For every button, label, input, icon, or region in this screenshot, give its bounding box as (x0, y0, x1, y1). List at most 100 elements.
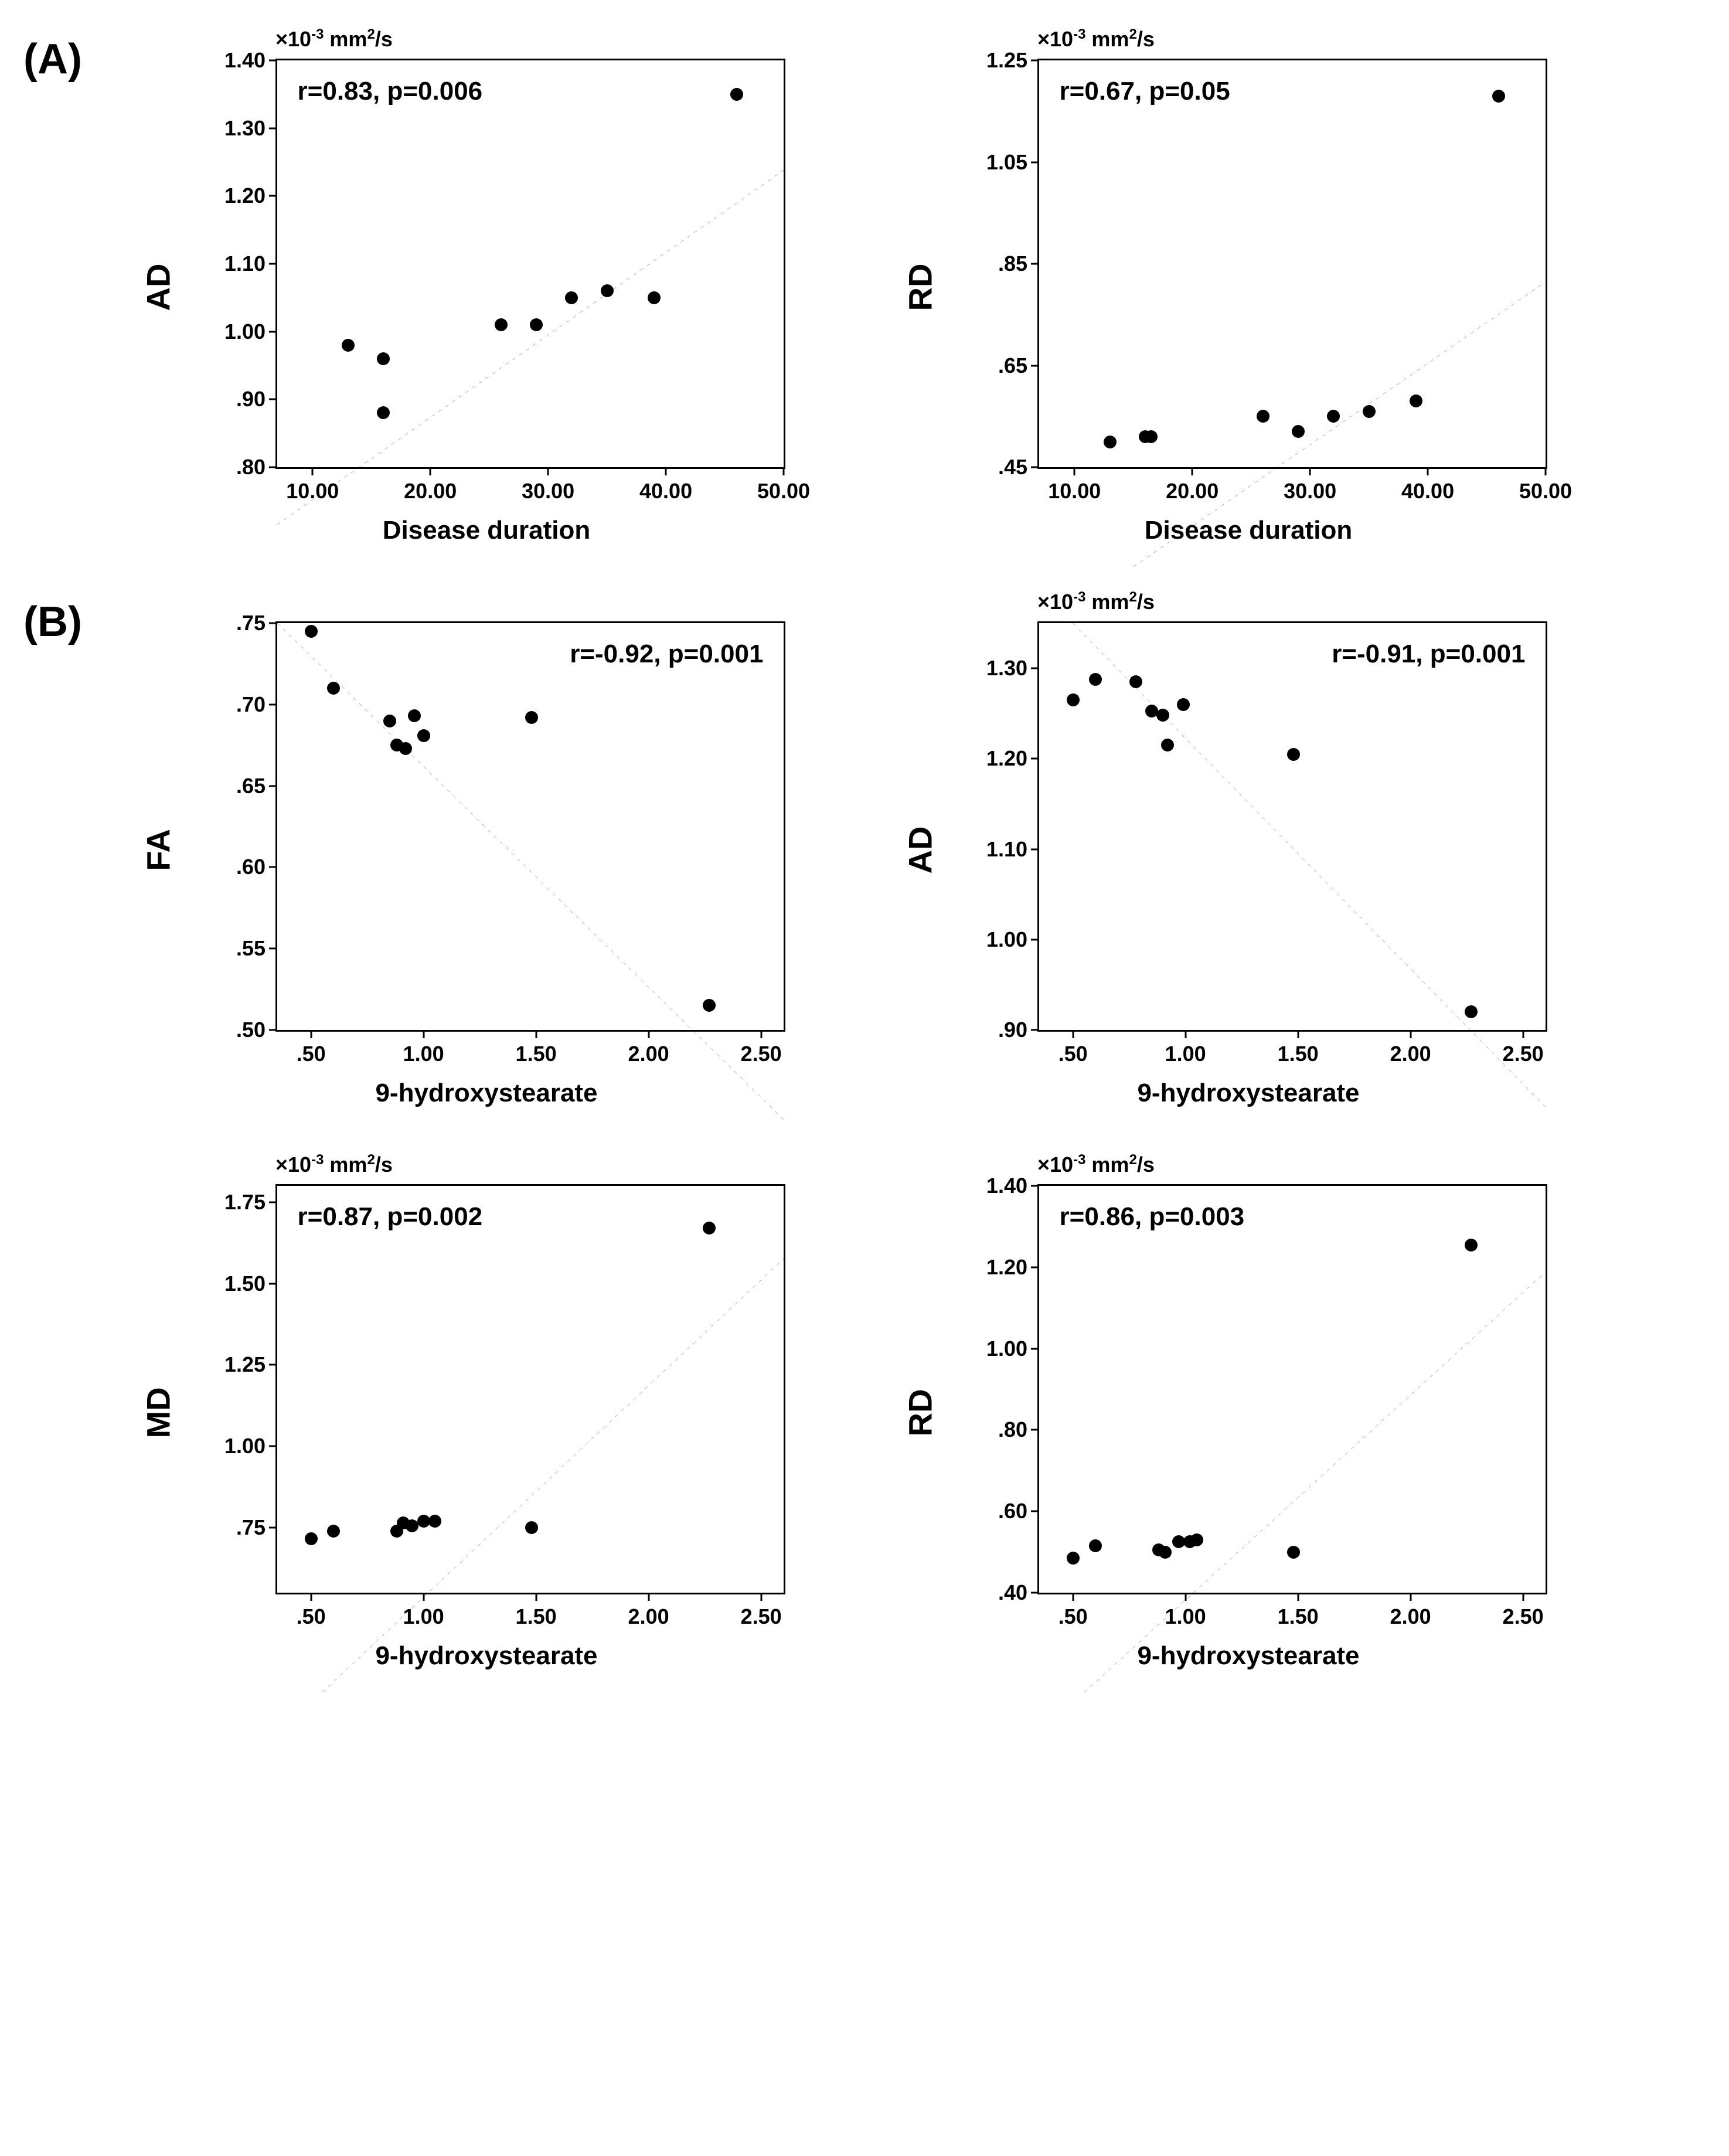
y-tick (1031, 467, 1039, 468)
regression-line (277, 623, 784, 1130)
data-point (1145, 430, 1158, 443)
data-point (1465, 1239, 1478, 1252)
y-axis-label: AD (139, 264, 178, 311)
y-tick-label: 1.40 (986, 1174, 1027, 1198)
data-point (1067, 1552, 1080, 1565)
data-point (399, 742, 412, 755)
data-point (1287, 1546, 1300, 1559)
y-tick-label: .85 (998, 251, 1027, 276)
data-point (305, 1532, 318, 1545)
y-tick (269, 127, 277, 129)
data-point (327, 682, 340, 695)
y-tick-label: .75 (236, 611, 266, 635)
section-b: (B) FA9-hydroxystearate.50.55.60.65.70.7… (23, 586, 1706, 1114)
y-tick (1031, 848, 1039, 850)
data-point (1363, 405, 1376, 418)
section-b-row-2: ×10-3 mm2/sMD9-hydroxystearate.751.001.2… (164, 1149, 1706, 1676)
y-tick-label: .75 (236, 1515, 266, 1540)
y-tick-label: 1.20 (986, 746, 1027, 771)
scatter-B4: ×10-3 mm2/sRD9-hydroxystearate.40.60.801… (926, 1149, 1571, 1676)
data-point (1177, 698, 1190, 711)
stat-text: r=0.83, p=0.006 (298, 77, 483, 106)
scatter-B3: ×10-3 mm2/sMD9-hydroxystearate.751.001.2… (164, 1149, 809, 1676)
data-point (1129, 675, 1142, 688)
data-point (327, 1525, 340, 1538)
y-tick (1031, 1266, 1039, 1268)
data-point (1161, 739, 1174, 751)
y-tick-label: 1.20 (986, 1255, 1027, 1280)
y-tick (1031, 1348, 1039, 1349)
y-tick (1031, 758, 1039, 760)
stat-text: r=-0.92, p=0.001 (570, 640, 763, 669)
data-point (1465, 1005, 1478, 1018)
y-tick (269, 623, 277, 624)
y-tick (269, 703, 277, 705)
y-tick-label: .90 (998, 1018, 1027, 1042)
scatter-A1: ×10-3 mm2/sADDisease duration.80.901.001… (164, 23, 809, 551)
y-tick (269, 1364, 277, 1366)
data-point (1292, 425, 1305, 438)
data-point (377, 406, 390, 419)
y-tick (1031, 1592, 1039, 1594)
y-tick-label: .60 (236, 855, 266, 879)
y-tick-label: 1.30 (224, 116, 266, 141)
data-point (495, 318, 508, 331)
data-point (1410, 395, 1422, 407)
data-point (1104, 436, 1117, 448)
unit-label: ×10-3 mm2/s (1037, 26, 1155, 52)
y-tick (1031, 365, 1039, 366)
data-point (1159, 1546, 1172, 1559)
plot-area: .751.001.251.501.75.501.001.502.002.50r=… (275, 1184, 785, 1594)
plot-area: .901.001.101.201.30.501.001.502.002.50r=… (1037, 621, 1547, 1032)
y-tick (1031, 1185, 1039, 1187)
data-point (648, 291, 661, 304)
data-point (342, 339, 355, 352)
y-tick (269, 866, 277, 868)
y-tick (1031, 1429, 1039, 1431)
y-tick-label: .65 (236, 774, 266, 798)
data-point (525, 711, 538, 724)
data-point (703, 1222, 716, 1235)
y-axis-label: AD (901, 827, 940, 874)
scatter-grid: (A) ×10-3 mm2/sADDisease duration.80.901… (23, 23, 1706, 1676)
y-tick (269, 785, 277, 787)
y-tick-label: 1.00 (986, 927, 1027, 952)
y-axis-label: MD (139, 1387, 178, 1438)
y-tick-label: 1.00 (986, 1337, 1027, 1361)
y-tick-label: 1.10 (986, 837, 1027, 862)
stat-text: r=-0.91, p=0.001 (1332, 640, 1525, 669)
regression-line (1039, 623, 1546, 1130)
y-tick-label: 1.75 (224, 1190, 266, 1215)
data-point (377, 352, 390, 365)
y-tick-label: 1.20 (224, 183, 266, 208)
y-tick-label: .65 (998, 353, 1027, 378)
data-point (1257, 410, 1269, 423)
data-point (383, 715, 396, 727)
data-point (428, 1515, 441, 1528)
y-tick (269, 1526, 277, 1528)
y-tick-label: .55 (236, 936, 266, 961)
y-tick (1031, 60, 1039, 62)
section-a: (A) ×10-3 mm2/sADDisease duration.80.901… (23, 23, 1706, 551)
y-tick (269, 331, 277, 332)
data-point (305, 625, 318, 638)
section-b-row-1: FA9-hydroxystearate.50.55.60.65.70.75.50… (164, 586, 1571, 1114)
y-tick-label: 1.00 (224, 1434, 266, 1458)
section-a-row: ×10-3 mm2/sADDisease duration.80.901.001… (164, 23, 1571, 551)
data-point (530, 318, 543, 331)
y-axis-label: FA (139, 829, 178, 871)
data-point (417, 729, 430, 742)
data-point (525, 1521, 538, 1534)
y-tick-label: 1.25 (224, 1352, 266, 1377)
y-tick (1031, 938, 1039, 940)
data-point (1089, 1539, 1102, 1552)
plot-area: .80.901.001.101.201.301.4010.0020.0030.0… (275, 59, 785, 469)
data-point (1190, 1533, 1203, 1546)
section-b-label: (B) (23, 586, 94, 646)
y-tick-label: .70 (236, 692, 266, 717)
scatter-B2: ×10-3 mm2/sAD9-hydroxystearate.901.001.1… (926, 586, 1571, 1114)
unit-label: ×10-3 mm2/s (275, 26, 393, 52)
y-tick-label: 1.00 (224, 319, 266, 344)
data-point (1492, 90, 1505, 103)
y-tick-label: .60 (998, 1499, 1027, 1524)
